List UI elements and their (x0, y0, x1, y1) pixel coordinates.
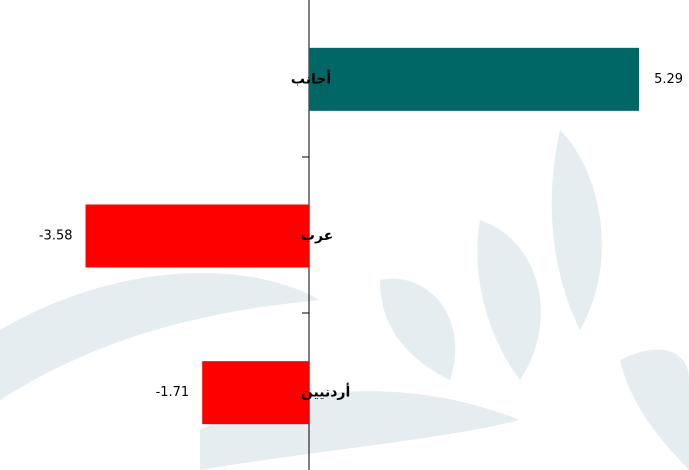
bar (308, 47, 640, 111)
category-label: عرب (301, 228, 333, 244)
watermark (0, 130, 689, 470)
value-label: -3.58 (39, 229, 73, 244)
category-label: أجانب (291, 69, 331, 87)
value-label: -1.71 (156, 385, 190, 400)
category-label: أردنيين (301, 383, 350, 401)
bar (202, 361, 309, 425)
bar (85, 204, 309, 268)
value-label: 5.29 (654, 72, 683, 87)
